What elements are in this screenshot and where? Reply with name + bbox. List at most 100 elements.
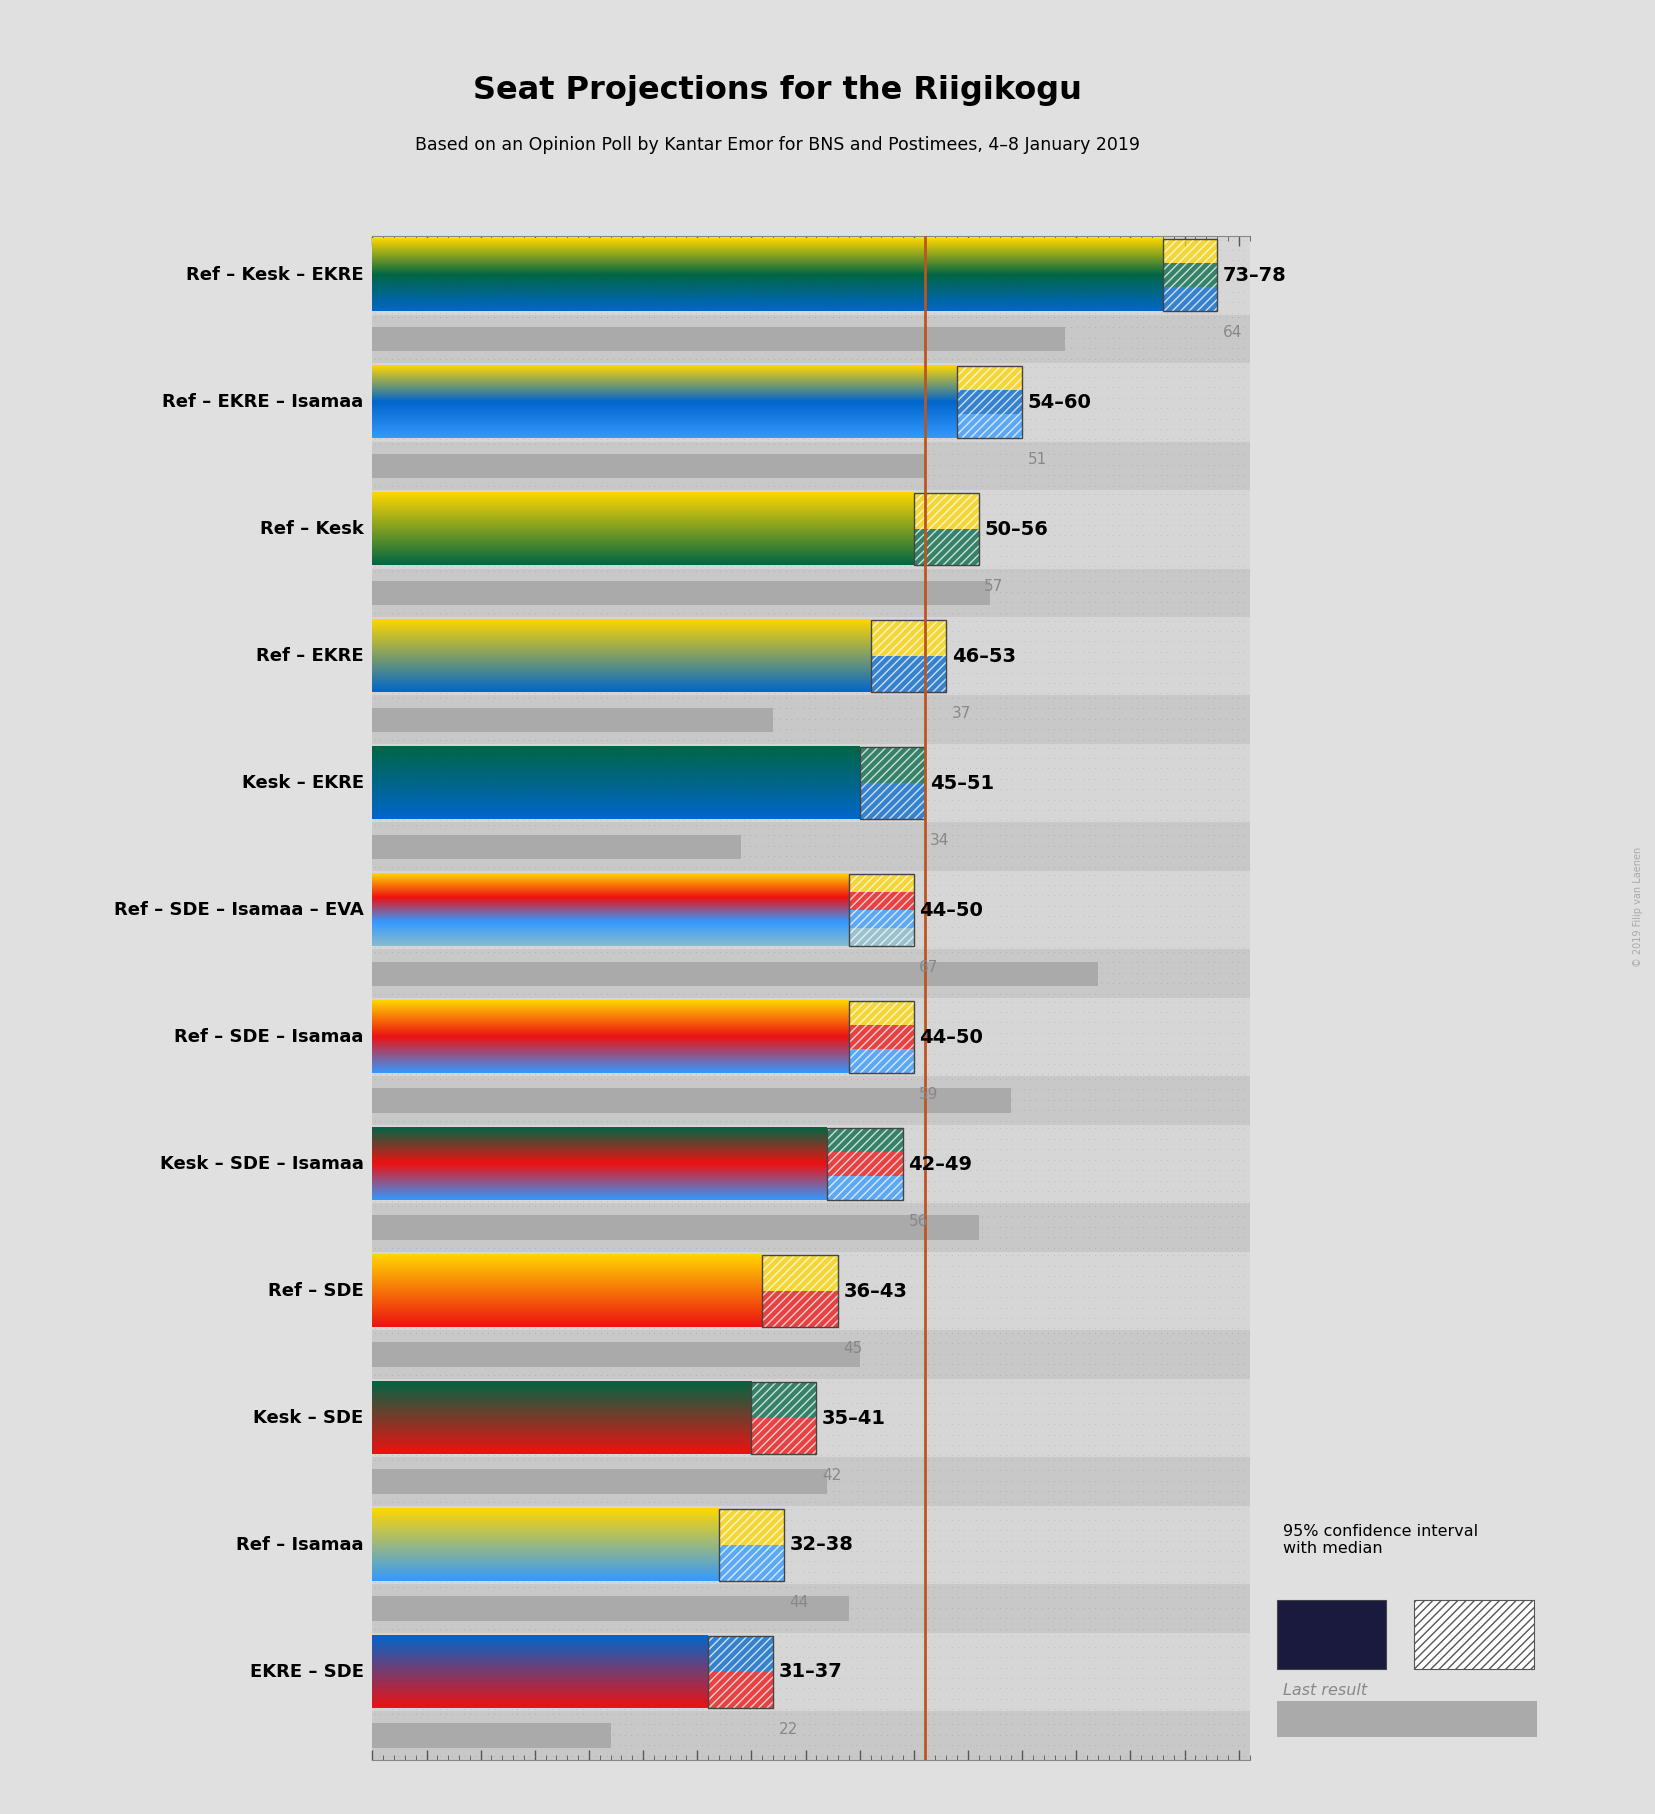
Point — [957, 805, 983, 834]
Point — [564, 796, 591, 825]
Point — [713, 303, 740, 332]
Point — [540, 637, 566, 666]
Point — [1225, 733, 1251, 762]
Point — [624, 1741, 650, 1770]
Point — [927, 1145, 953, 1174]
Point — [808, 1409, 834, 1439]
Point — [551, 871, 578, 900]
Point — [462, 501, 488, 530]
Point — [808, 1212, 834, 1241]
Point — [576, 891, 602, 920]
Point — [640, 1593, 667, 1622]
Point — [975, 932, 1001, 961]
Point — [540, 394, 566, 423]
Point — [760, 1272, 786, 1301]
Point — [1124, 225, 1150, 254]
Point — [1101, 1573, 1127, 1602]
Point — [1005, 1399, 1031, 1428]
Point — [432, 1263, 458, 1292]
Point — [1220, 1145, 1246, 1174]
Point — [1034, 1487, 1061, 1517]
Point — [975, 775, 1001, 804]
Point — [981, 1059, 1008, 1088]
Point — [1142, 247, 1168, 276]
Point — [1082, 1192, 1109, 1221]
Point — [1117, 891, 1144, 920]
Point — [736, 521, 763, 550]
Point — [516, 1446, 543, 1475]
Point — [1053, 1223, 1079, 1252]
Point — [1154, 1177, 1180, 1206]
Point — [1101, 1145, 1127, 1174]
Point — [819, 1663, 846, 1692]
Point — [1183, 704, 1210, 733]
Point — [1220, 1536, 1246, 1565]
Point — [1101, 267, 1127, 296]
Point — [725, 323, 751, 352]
Point — [975, 1653, 1001, 1682]
Point — [1154, 1050, 1180, 1079]
Point — [558, 1420, 584, 1449]
Point — [1101, 1399, 1127, 1428]
Point — [1053, 1319, 1079, 1348]
Point — [624, 1694, 650, 1723]
Point — [588, 256, 614, 285]
Point — [684, 479, 710, 508]
Point — [968, 1136, 995, 1165]
Point — [445, 1050, 472, 1079]
Point — [480, 1241, 506, 1270]
Point — [1213, 1241, 1240, 1270]
Point — [528, 1674, 554, 1703]
Point — [1165, 1567, 1192, 1596]
Point — [1142, 461, 1168, 490]
Point — [897, 415, 923, 444]
Point — [606, 785, 632, 814]
Point — [480, 891, 506, 920]
Point — [874, 1114, 900, 1143]
Point — [952, 775, 978, 804]
Point — [391, 1234, 417, 1263]
Point — [874, 842, 900, 871]
Point — [1225, 1313, 1251, 1342]
Point — [1190, 1186, 1216, 1215]
Point — [1023, 568, 1049, 597]
Point — [909, 695, 935, 724]
Point — [736, 1547, 763, 1576]
Point — [981, 1409, 1008, 1439]
Point — [1202, 1399, 1228, 1428]
Point — [659, 1304, 685, 1333]
Point — [1183, 628, 1210, 657]
Point — [904, 1558, 930, 1587]
Point — [670, 256, 697, 285]
Point — [1064, 542, 1091, 571]
Point — [379, 225, 405, 254]
Point — [599, 1526, 626, 1555]
Point — [897, 1313, 923, 1342]
Point — [1202, 532, 1228, 561]
Point — [963, 785, 990, 814]
Point — [540, 1517, 566, 1546]
Point — [636, 588, 662, 617]
Point — [505, 1720, 531, 1749]
Point — [588, 932, 614, 961]
Point — [391, 461, 417, 490]
Point — [755, 1674, 781, 1703]
Point — [945, 648, 971, 677]
Point — [1117, 1252, 1144, 1281]
Point — [391, 1741, 417, 1770]
Point — [856, 374, 882, 403]
Point — [665, 1166, 692, 1195]
Point — [1087, 764, 1114, 793]
Point — [1206, 1272, 1233, 1301]
Point — [1112, 551, 1139, 580]
Point — [516, 532, 543, 561]
Point — [564, 1694, 591, 1723]
Point — [450, 1593, 477, 1622]
Point — [713, 842, 740, 871]
Point — [1106, 1252, 1132, 1281]
Point — [700, 1059, 727, 1088]
Point — [927, 1263, 953, 1292]
Point — [784, 1339, 811, 1368]
Point — [773, 1420, 799, 1449]
Point — [551, 1263, 578, 1292]
